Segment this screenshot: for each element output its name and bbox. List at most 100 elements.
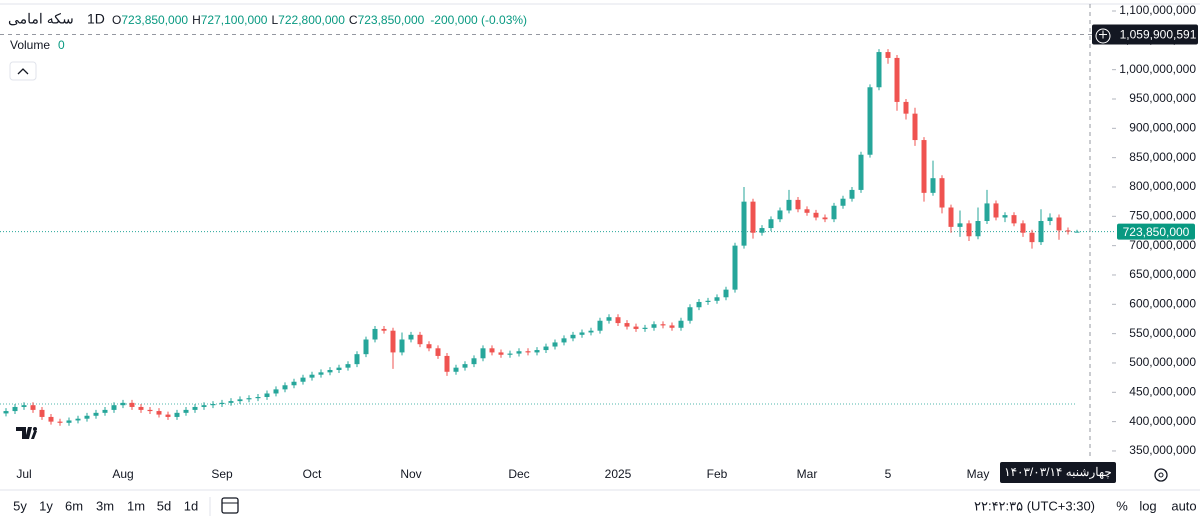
change: -200,000 (-0.03%) <box>430 13 527 27</box>
y-tick-label: 400,000,000 <box>1129 414 1196 428</box>
candle-body <box>165 414 171 417</box>
range-button[interactable]: 1y <box>39 498 53 513</box>
candle-body <box>714 297 720 301</box>
ohlc-legend: O723,850,000 H727,100,000 L722,800,000 C723… <box>112 13 527 27</box>
y-tick-label: 850,000,000 <box>1129 150 1196 164</box>
candle-body <box>786 199 792 211</box>
candle-body <box>273 389 279 394</box>
candle-body <box>957 223 963 227</box>
range-button[interactable]: 1d <box>184 498 198 513</box>
candle-body <box>948 207 954 227</box>
candle-body <box>417 334 423 345</box>
range-button[interactable]: 3m <box>96 498 114 513</box>
candle-body <box>48 416 54 422</box>
candle-body <box>885 52 891 58</box>
range-button[interactable]: 1m <box>127 498 145 513</box>
range-button[interactable]: 6m <box>65 498 83 513</box>
candle-body <box>300 377 306 382</box>
plus-button[interactable] <box>1095 28 1111 44</box>
candle-body <box>669 325 675 328</box>
candle-body <box>318 372 324 375</box>
candle-body <box>777 210 783 220</box>
chevron-icon <box>17 68 29 75</box>
candle-body <box>903 101 909 114</box>
y-tick-label: 800,000,000 <box>1129 179 1196 193</box>
x-tick-label: Feb <box>707 467 728 481</box>
candle-body <box>813 212 819 218</box>
candle-body <box>1047 217 1053 222</box>
x-tick-label: Dec <box>508 467 529 481</box>
candle-body <box>354 354 360 365</box>
date-range-icon[interactable] <box>221 497 239 514</box>
x-tick-label: May <box>967 467 990 481</box>
candle-body <box>984 203 990 222</box>
symbol: سکه امامی <box>8 11 74 27</box>
candle-body <box>1038 221 1044 243</box>
candle-body <box>579 332 585 335</box>
candle-body <box>858 154 864 190</box>
candle-body <box>462 364 468 368</box>
candle-body <box>750 201 756 233</box>
range-button[interactable]: 5d <box>157 498 171 513</box>
candle-body <box>435 348 441 356</box>
y-tick-label: 550,000,000 <box>1129 326 1196 340</box>
value: 723,850,000 <box>358 13 425 27</box>
candle-body <box>867 87 873 155</box>
candle-body <box>111 405 117 410</box>
candle-body <box>282 385 288 390</box>
crosshair-price-label: 1,059,900,591 <box>1120 28 1197 42</box>
crosshair-date-tag <box>1000 462 1116 483</box>
candle-body <box>453 367 459 372</box>
candle-body <box>336 367 342 371</box>
x-tick-label: Mar <box>797 467 818 481</box>
candle-body <box>552 342 558 347</box>
candle-body <box>66 420 72 423</box>
y-tick-label: 1,100,000,000 <box>1119 3 1196 17</box>
log-button[interactable]: log <box>1139 498 1156 513</box>
auto-button[interactable]: auto <box>1171 498 1196 513</box>
candle-body <box>129 402 135 407</box>
candle-body <box>120 402 126 406</box>
x-tick-label: 2025 <box>605 467 632 481</box>
candle-body <box>912 113 918 141</box>
candle-body <box>975 221 981 237</box>
candle-body <box>687 307 693 321</box>
candle-body <box>849 189 855 199</box>
candle-body <box>993 203 999 218</box>
y-tick-label: 500,000,000 <box>1129 355 1196 369</box>
candle-body <box>84 415 90 419</box>
value: 727,100,000 <box>201 13 268 27</box>
x-tick-label: Aug <box>112 467 133 481</box>
candle-body <box>642 327 648 329</box>
candle-body <box>795 199 801 210</box>
candle-body <box>930 178 936 193</box>
candle-body <box>660 324 666 326</box>
value: 722,800,000 <box>278 13 345 27</box>
candle-body <box>183 409 189 413</box>
candle-body <box>363 339 369 355</box>
range-button[interactable]: 5y <box>13 498 27 513</box>
candle-body <box>822 217 828 220</box>
candle-body <box>57 421 63 423</box>
y-tick-label: 650,000,000 <box>1129 267 1196 281</box>
collapse-button[interactable] <box>9 61 37 81</box>
candle-body <box>507 353 513 355</box>
percent-button[interactable]: % <box>1116 498 1128 513</box>
candle-body <box>102 409 108 413</box>
y-tick-label: 350,000,000 <box>1129 443 1196 457</box>
candle-body <box>921 140 927 193</box>
candle-body <box>3 411 9 414</box>
candle-body <box>516 351 522 354</box>
candle-body <box>147 409 153 412</box>
y-tick-label: 600,000,000 <box>1129 296 1196 310</box>
candle-body <box>1056 217 1062 231</box>
candle-body <box>471 358 477 365</box>
candle-body <box>174 412 180 417</box>
candle-body <box>246 398 252 400</box>
candle-body <box>309 374 315 378</box>
settings-icon[interactable] <box>1154 468 1168 482</box>
candle-body <box>543 346 549 351</box>
x-tick-label: Oct <box>303 467 322 481</box>
candle-body <box>219 402 225 405</box>
